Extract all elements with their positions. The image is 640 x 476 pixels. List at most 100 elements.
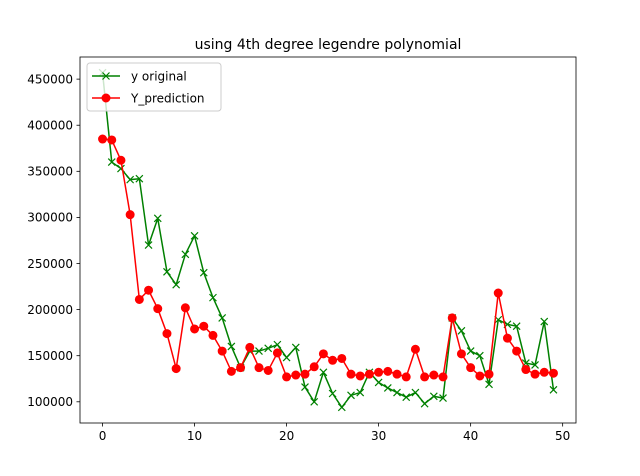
series-layer: [98, 68, 558, 412]
data-point-circle-marker: [245, 342, 255, 352]
chart-title: using 4th degree legendre polynomial: [195, 37, 462, 53]
data-point-circle-marker: [346, 369, 356, 379]
data-point-x-marker: [190, 231, 199, 240]
data-point-circle-marker: [180, 303, 190, 313]
data-point-circle-marker: [226, 366, 236, 376]
x-tick-label: 20: [279, 429, 294, 443]
data-point-circle-marker: [512, 346, 522, 356]
data-point-circle-marker: [521, 365, 531, 375]
plot-frame: [79, 56, 577, 424]
y-tick-label: 450000: [27, 72, 73, 86]
data-point-x-marker: [540, 317, 549, 326]
data-point-circle-marker: [539, 367, 549, 377]
data-point-circle-marker: [493, 288, 503, 298]
data-point-x-marker: [512, 322, 521, 331]
data-point-x-marker: [374, 378, 383, 387]
data-point-x-marker: [337, 403, 346, 412]
data-point-circle-marker: [199, 321, 209, 331]
plot-background: [80, 57, 576, 423]
data-point-x-marker: [153, 214, 162, 223]
data-point-circle-marker: [208, 330, 218, 340]
data-point-x-marker: [383, 384, 392, 392]
data-point-circle-marker: [190, 324, 200, 334]
data-point-circle-marker: [355, 371, 365, 381]
data-point-x-marker: [218, 313, 227, 322]
data-point-x-marker: [135, 174, 144, 183]
data-point-x-marker: [181, 250, 190, 259]
data-point-circle-marker: [502, 333, 512, 343]
data-point-x-marker: [457, 326, 466, 335]
data-point-x-marker: [356, 388, 365, 397]
data-point-x-marker: [301, 383, 309, 391]
data-point-circle-marker: [447, 313, 457, 323]
y-tick-label: 300000: [27, 211, 73, 225]
legend-x-marker: [102, 72, 110, 80]
data-point-circle-marker: [162, 329, 172, 339]
data-point-x-marker: [126, 175, 135, 184]
data-point-x-marker: [163, 267, 171, 276]
data-point-circle-marker: [328, 355, 338, 365]
y-tick-label: 400000: [27, 119, 73, 133]
x-tick-label: 10: [187, 429, 202, 443]
data-point-x-marker: [549, 385, 558, 394]
y-tick-label: 150000: [27, 349, 73, 363]
data-point-circle-marker: [272, 348, 282, 358]
data-point-circle-marker: [420, 372, 430, 382]
legend-circle-marker: [101, 93, 111, 103]
data-point-circle-marker: [429, 370, 439, 380]
plot-area: [80, 57, 576, 423]
data-point-circle-marker: [263, 365, 273, 375]
legend: y original Y_prediction: [86, 62, 222, 112]
data-point-circle-marker: [217, 346, 227, 356]
data-point-circle-marker: [125, 210, 135, 220]
data-point-circle-marker: [98, 134, 108, 144]
data-point-x-marker: [273, 340, 282, 349]
y-tick-label: 250000: [27, 257, 73, 271]
data-point-circle-marker: [475, 371, 485, 381]
legend-label: y original: [131, 69, 187, 83]
data-point-circle-marker: [153, 304, 163, 314]
data-point-x-marker: [209, 293, 217, 302]
data-point-circle-marker: [300, 369, 310, 379]
data-point-circle-marker: [392, 369, 402, 379]
data-point-circle-marker: [107, 135, 117, 145]
y-tick-label: 200000: [27, 303, 73, 317]
x-tick-label: 50: [555, 429, 570, 443]
data-point-x-marker: [291, 343, 300, 352]
y-tick-label: 100000: [27, 395, 73, 409]
data-point-x-marker: [439, 394, 447, 403]
data-point-circle-marker: [548, 368, 558, 378]
data-point-x-marker: [199, 268, 208, 277]
data-point-circle-marker: [456, 349, 466, 359]
x-axis: 0 10 20 30 40 50: [99, 423, 570, 443]
data-point-x-marker: [172, 280, 181, 289]
data-point-x-marker: [107, 158, 116, 167]
data-point-x-marker: [319, 368, 328, 377]
data-point-circle-marker: [134, 294, 144, 304]
data-point-circle-marker: [530, 369, 540, 379]
y-tick-label: 350000: [27, 165, 73, 179]
data-point-circle-marker: [374, 367, 384, 377]
data-point-circle-marker: [282, 372, 292, 382]
legend-label: Y_prediction: [130, 91, 205, 105]
data-point-circle-marker: [484, 369, 494, 379]
data-point-circle-marker: [438, 372, 448, 382]
data-point-x-marker: [420, 399, 429, 408]
data-point-circle-marker: [116, 155, 126, 165]
data-point-x-marker: [310, 397, 319, 406]
data-point-circle-marker: [410, 344, 420, 354]
x-tick-label: 40: [463, 429, 478, 443]
data-point-x-marker: [475, 351, 484, 360]
data-point-circle-marker: [318, 349, 328, 359]
data-point-x-marker: [144, 241, 153, 249]
data-point-x-marker: [485, 380, 493, 389]
data-point-x-marker: [282, 353, 291, 362]
data-point-circle-marker: [171, 364, 181, 374]
data-point-x-marker: [393, 388, 401, 397]
data-point-circle-marker: [337, 353, 347, 363]
data-point-x-marker: [411, 388, 420, 397]
data-point-circle-marker: [254, 363, 264, 373]
series-y-prediction: [98, 134, 558, 382]
y-axis: 100000 150000 200000 250000 300000 350000 4000…: [27, 72, 80, 409]
